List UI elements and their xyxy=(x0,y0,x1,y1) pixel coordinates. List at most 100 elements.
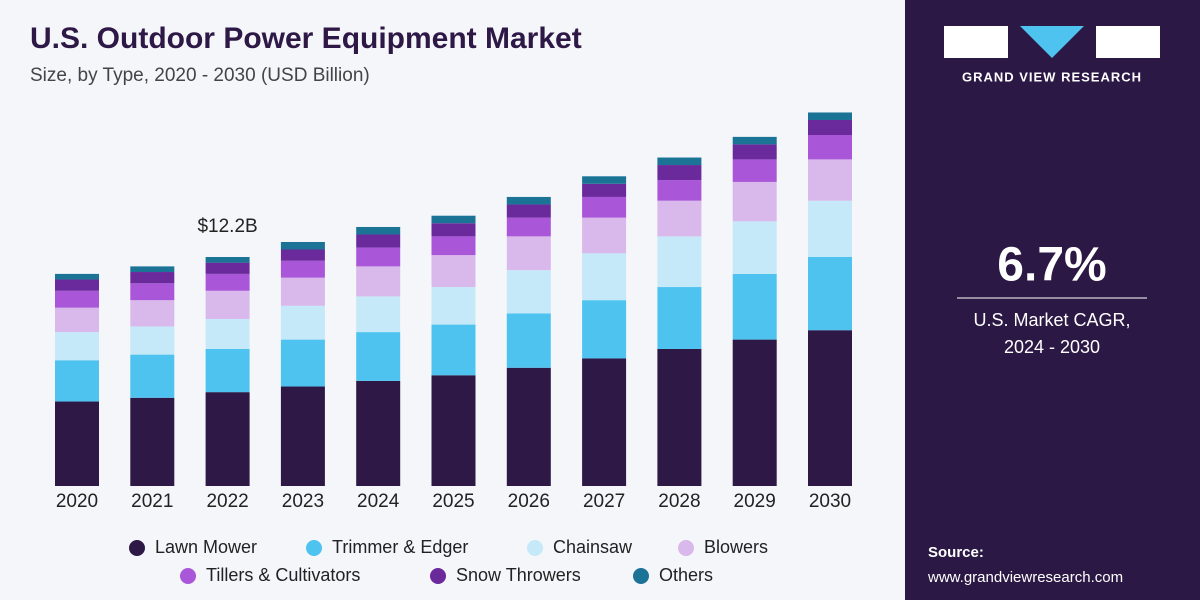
bar-segment xyxy=(205,290,250,319)
bar-segment xyxy=(205,273,250,291)
bar-segment xyxy=(55,273,99,280)
bar-segment xyxy=(657,180,702,201)
bar-segment xyxy=(732,144,777,160)
legend-swatch xyxy=(180,568,196,584)
bar-segment xyxy=(506,204,551,218)
bar-segment xyxy=(55,360,99,402)
bar-segment xyxy=(582,358,627,486)
bar-segment xyxy=(732,221,777,274)
source-url: www.grandviewresearch.com xyxy=(927,569,1123,586)
legend-swatch xyxy=(527,540,543,556)
legend-swatch xyxy=(430,568,446,584)
bar-segment xyxy=(431,236,476,256)
cagr-label: U.S. Market CAGR, xyxy=(973,310,1130,330)
x-tick-label: 2022 xyxy=(206,491,248,512)
bar-segment xyxy=(431,287,476,325)
bar-segment xyxy=(808,135,852,160)
bar-segment xyxy=(205,262,250,274)
bar-segment xyxy=(657,157,702,166)
bar-segment xyxy=(130,354,175,398)
bar-segment xyxy=(657,236,702,288)
bar-segment xyxy=(431,324,476,376)
bar-segment xyxy=(130,326,175,355)
bar-segment xyxy=(732,181,777,222)
x-tick-label: 2025 xyxy=(432,491,474,512)
x-tick-label: 2021 xyxy=(131,491,173,512)
cagr-value: 6.7% xyxy=(997,239,1106,292)
bar-segment xyxy=(506,236,551,271)
legend-label: Tillers & Cultivators xyxy=(206,565,360,585)
bar-segment xyxy=(280,305,325,340)
legend-swatch xyxy=(633,568,649,584)
x-tick-label: 2026 xyxy=(508,491,550,512)
bar-segment xyxy=(356,247,401,267)
x-tick-label: 2023 xyxy=(282,491,324,512)
bar-segment xyxy=(808,112,852,120)
side-panel xyxy=(905,0,1200,600)
bar-segment xyxy=(657,165,702,181)
bar-segment xyxy=(356,296,401,333)
bar-segment xyxy=(280,386,325,486)
bar-segment xyxy=(808,257,852,331)
bar-segment xyxy=(280,277,325,306)
chart-subtitle: Size, by Type, 2020 - 2030 (USD Billion) xyxy=(30,65,370,86)
bar-segment xyxy=(356,266,401,297)
bar-segment xyxy=(506,367,551,486)
logo-triangle xyxy=(1020,26,1084,58)
bar-segment xyxy=(657,287,702,349)
bar-segment xyxy=(356,234,401,248)
bar-segment xyxy=(356,332,401,381)
legend-label: Trimmer & Edger xyxy=(332,537,468,557)
bar-segment xyxy=(506,196,551,205)
bar-segment xyxy=(55,290,99,308)
bar-segment xyxy=(130,397,175,486)
bar-segment xyxy=(280,339,325,387)
bar-segment xyxy=(356,380,401,486)
x-tick-label: 2020 xyxy=(56,491,98,512)
bar-segment xyxy=(431,215,476,224)
x-tick-label: 2029 xyxy=(734,491,776,512)
bar-segment xyxy=(280,260,325,278)
bar-segment xyxy=(582,217,627,254)
bar-segment xyxy=(431,255,476,288)
bar-segment xyxy=(205,257,250,263)
logo-block xyxy=(1096,26,1160,58)
chart-title: U.S. Outdoor Power Equipment Market xyxy=(30,22,582,55)
legend-label: Others xyxy=(659,565,713,585)
source-label: Source: xyxy=(928,544,984,561)
bar-segment xyxy=(732,273,777,340)
x-tick-label: 2027 xyxy=(583,491,625,512)
legend-swatch xyxy=(306,540,322,556)
bar-segment xyxy=(582,196,627,218)
x-tick-label: 2028 xyxy=(658,491,700,512)
bar-segment xyxy=(280,249,325,261)
bar-segment xyxy=(130,272,175,284)
legend-swatch xyxy=(678,540,694,556)
bar-segment xyxy=(55,401,99,486)
bar-segment xyxy=(55,307,99,333)
bar-segment xyxy=(808,119,852,136)
bar-segment xyxy=(582,183,627,197)
legend-label: Lawn Mower xyxy=(155,537,257,557)
bar-segment xyxy=(657,200,702,237)
bar-segment xyxy=(431,375,476,486)
bar-segment xyxy=(55,332,99,361)
logo xyxy=(944,26,1160,58)
bar-segment xyxy=(280,241,325,250)
brand: GRAND VIEW RESEARCH xyxy=(962,69,1142,84)
bar-segment xyxy=(582,176,627,184)
bar-segment xyxy=(732,339,777,486)
bar-segment xyxy=(732,136,777,145)
bar-segment xyxy=(205,392,250,486)
x-tick-label: 2030 xyxy=(809,491,851,512)
bar-segment xyxy=(506,270,551,314)
bar-segment xyxy=(582,300,627,359)
bar-segment xyxy=(732,159,777,182)
bar-segment xyxy=(808,159,852,201)
bar-segment xyxy=(808,200,852,258)
bar-segment xyxy=(431,223,476,237)
legend-swatch xyxy=(129,540,145,556)
bar-segment xyxy=(130,266,175,273)
legend-label: Blowers xyxy=(704,537,768,557)
